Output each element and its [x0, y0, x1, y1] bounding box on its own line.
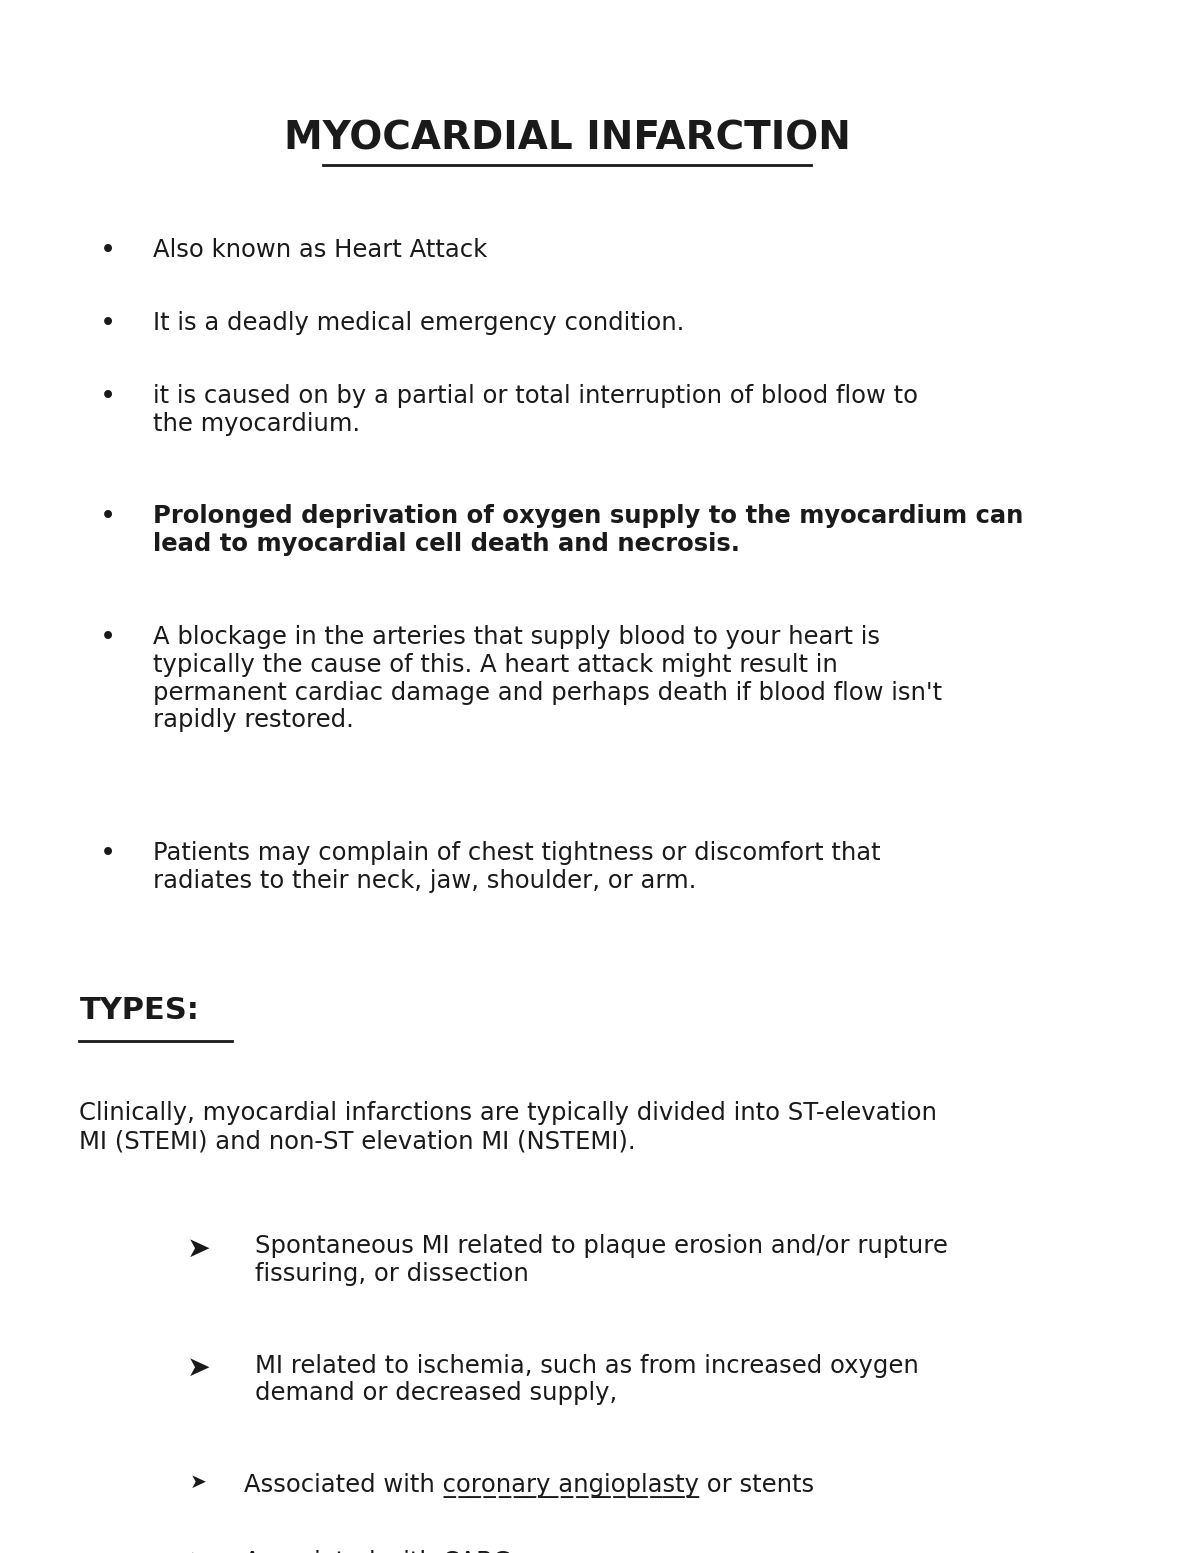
Text: Associated with C̲A̲B̲G̲: Associated with C̲A̲B̲G̲ [244, 1550, 511, 1553]
Text: •: • [100, 624, 115, 651]
Text: MYOCARDIAL INFARCTION: MYOCARDIAL INFARCTION [283, 120, 851, 157]
Text: ➤: ➤ [190, 1472, 206, 1492]
Text: it is caused on by a partial or total interruption of blood flow to
the myocardi: it is caused on by a partial or total in… [154, 384, 918, 436]
Text: Patients may complain of chest tightness or discomfort that
radiates to their ne: Patients may complain of chest tightness… [154, 840, 881, 893]
Text: ➤: ➤ [190, 1550, 206, 1553]
Text: •: • [100, 505, 115, 531]
Text: •: • [100, 311, 115, 337]
Text: MI related to ischemia, such as from increased oxygen
demand or decreased supply: MI related to ischemia, such as from inc… [256, 1354, 919, 1405]
Text: A blockage in the arteries that supply blood to your heart is
typically the caus: A blockage in the arteries that supply b… [154, 624, 942, 733]
Text: TYPES:: TYPES: [79, 997, 199, 1025]
Text: ➤: ➤ [186, 1354, 210, 1382]
Text: Clinically, myocardial infarctions are typically divided into ST-elevation
MI (S: Clinically, myocardial infarctions are t… [79, 1101, 937, 1154]
Text: ➤: ➤ [186, 1235, 210, 1263]
Text: It is a deadly medical emergency condition.: It is a deadly medical emergency conditi… [154, 311, 684, 335]
Text: •: • [100, 840, 115, 867]
Text: Prolonged deprivation of oxygen supply to the myocardium can
lead to myocardial : Prolonged deprivation of oxygen supply t… [154, 505, 1024, 556]
Text: •: • [100, 384, 115, 410]
Text: Also known as Heart Attack: Also known as Heart Attack [154, 238, 487, 262]
Text: •: • [100, 238, 115, 264]
Text: Associated with c̲o̲r̲o̲n̲a̲r̲y̲ ̲a̲n̲g̲i̲o̲p̲l̲a̲s̲t̲y̲ or stents: Associated with c̲o̲r̲o̲n̲a̲r̲y̲ ̲a̲n̲g̲… [244, 1472, 814, 1497]
Text: Spontaneous MI related to plaque erosion and/or rupture
fissuring, or dissection: Spontaneous MI related to plaque erosion… [256, 1235, 948, 1286]
